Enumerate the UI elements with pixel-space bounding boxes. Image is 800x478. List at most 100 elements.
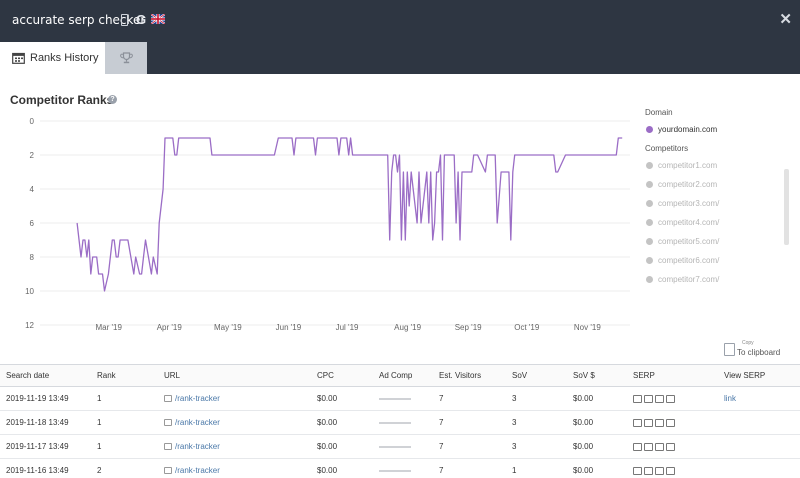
cell-rank: 2 [91, 458, 158, 478]
cell-serp [627, 434, 718, 459]
serp-feature-icon[interactable] [655, 418, 664, 427]
series-dot [646, 162, 653, 169]
cell-url[interactable]: /rank-tracker [158, 458, 311, 478]
serp-feature-icon[interactable] [655, 394, 664, 403]
serp-feature-icon[interactable] [633, 418, 642, 427]
cell-url[interactable]: /rank-tracker [158, 386, 311, 411]
cell-rank: 1 [91, 410, 158, 435]
trophy-icon [119, 51, 133, 63]
serp-feature-icon[interactable] [666, 442, 675, 451]
col-view-serp[interactable]: View SERP [718, 364, 800, 387]
serp-feature-icon[interactable] [655, 442, 664, 451]
serp-feature-icon[interactable] [644, 418, 653, 427]
cell-sov: 3 [506, 386, 567, 411]
url-link[interactable]: /rank-tracker [175, 394, 220, 403]
x-tick-label: Nov '19 [574, 323, 601, 332]
serp-feature-icon[interactable] [644, 442, 653, 451]
tab-trophy[interactable] [105, 42, 147, 74]
clipboard-caption: Copy [742, 340, 754, 346]
serp-feature-icon[interactable] [644, 466, 653, 475]
ad-comp-bar [379, 421, 411, 424]
close-button[interactable]: ✕ [779, 11, 792, 28]
cell-cpc: $0.00 [311, 434, 373, 459]
col-url[interactable]: URL [158, 364, 311, 387]
cell-rank: 1 [91, 386, 158, 411]
series-dot [646, 276, 653, 283]
cell-date: 2019-11-18 13:49 [0, 410, 91, 435]
legend-item-competitor[interactable]: competitor4.com/ [646, 218, 719, 227]
table-row: 2019-11-17 13:49 1/rank-tracker $0.00 7 3 $0.… [0, 434, 800, 459]
cell-cpc: $0.00 [311, 410, 373, 435]
cell-view-serp [718, 458, 800, 478]
legend-item-competitor[interactable]: competitor2.com [646, 180, 717, 189]
page-icon [164, 467, 172, 474]
rank-chart: 0 2 4 6 8 10 12 Mar '19 Apr '19 May '19 Jun '19 Jul… [25, 117, 630, 332]
serp-feature-icon[interactable] [633, 442, 642, 451]
col-est-visitors[interactable]: Est. Visitors [433, 364, 506, 387]
tab-ranks-history[interactable]: Ranks History [0, 42, 105, 74]
cell-sov: 3 [506, 434, 567, 459]
y-tick-label: 2 [30, 151, 35, 160]
cell-view-serp [718, 434, 800, 459]
cell-url[interactable]: /rank-tracker [158, 434, 311, 459]
legend-item-competitor[interactable]: competitor1.com [646, 161, 717, 170]
series-line-yourdomain [76, 137, 623, 292]
legend-competitor-label: competitor1.com [658, 161, 718, 170]
clipboard-label: To clipboard [737, 348, 781, 357]
x-tick-label: Apr '19 [157, 323, 183, 332]
legend-item-competitor[interactable]: competitor5.com/ [646, 237, 719, 246]
col-cpc[interactable]: CPC [311, 364, 373, 387]
col-serp[interactable]: SERP [627, 364, 718, 387]
cell-serp [627, 386, 718, 411]
url-link[interactable]: /rank-tracker [175, 466, 220, 475]
x-tick-label: Sep '19 [455, 323, 482, 332]
serp-feature-icon[interactable] [644, 394, 653, 403]
col-search-date[interactable]: Search date [0, 364, 91, 387]
uk-flag-icon [151, 14, 165, 24]
legend-item-competitor[interactable]: competitor3.com/ [646, 199, 719, 208]
legend-item-competitor[interactable]: competitor6.com/ [646, 256, 719, 265]
x-tick-label: Aug '19 [394, 323, 421, 332]
cell-ad-comp [373, 434, 433, 459]
phone-icon [121, 14, 128, 26]
series-dot [646, 219, 653, 226]
legend-item-competitor[interactable]: competitor7.com/ [646, 275, 719, 284]
legend-item-yourdomain[interactable]: yourdomain.com [646, 125, 717, 134]
serp-feature-icon[interactable] [666, 418, 675, 427]
col-sov-dollar[interactable]: SoV $ [567, 364, 627, 387]
cell-sov-dollar: $0.00 [567, 410, 627, 435]
col-rank[interactable]: Rank [91, 364, 158, 387]
legend-competitor-label: competitor5.com/ [658, 237, 720, 246]
url-link[interactable]: /rank-tracker [175, 418, 220, 427]
cell-sov: 3 [506, 410, 567, 435]
serp-feature-icon[interactable] [633, 466, 642, 475]
cell-url[interactable]: /rank-tracker [158, 410, 311, 435]
table-row: 2019-11-18 13:49 1/rank-tracker $0.00 7 3 $0.… [0, 410, 800, 435]
cell-ad-comp [373, 458, 433, 478]
help-icon[interactable]: ? [108, 95, 117, 104]
cell-view-serp [718, 410, 800, 435]
cell-ad-comp [373, 386, 433, 411]
google-icon: G [136, 12, 147, 27]
legend-competitor-label: competitor3.com/ [658, 199, 720, 208]
cell-visitors: 7 [433, 386, 506, 411]
y-tick-label: 4 [30, 185, 35, 194]
cell-date: 2019-11-17 13:49 [0, 434, 91, 459]
y-tick-label: 12 [25, 321, 34, 330]
cell-visitors: 7 [433, 458, 506, 478]
series-dot [646, 181, 653, 188]
tab-ranks-history-label: Ranks History [30, 52, 99, 64]
legend-scroll-thumb[interactable] [784, 169, 789, 245]
copy-to-clipboard-button[interactable]: Copy To clipboard [724, 340, 794, 360]
serp-feature-icon[interactable] [666, 466, 675, 475]
view-serp-link[interactable]: link [724, 394, 737, 403]
ad-comp-bar [379, 469, 411, 472]
legend-competitor-label: competitor4.com/ [658, 218, 720, 227]
legend-scrollbar[interactable] [784, 161, 789, 281]
col-sov[interactable]: SoV [506, 364, 567, 387]
serp-feature-icon[interactable] [655, 466, 664, 475]
col-ad-comp[interactable]: Ad Comp [373, 364, 433, 387]
serp-feature-icon[interactable] [666, 394, 675, 403]
serp-feature-icon[interactable] [633, 394, 642, 403]
url-link[interactable]: /rank-tracker [175, 442, 220, 451]
